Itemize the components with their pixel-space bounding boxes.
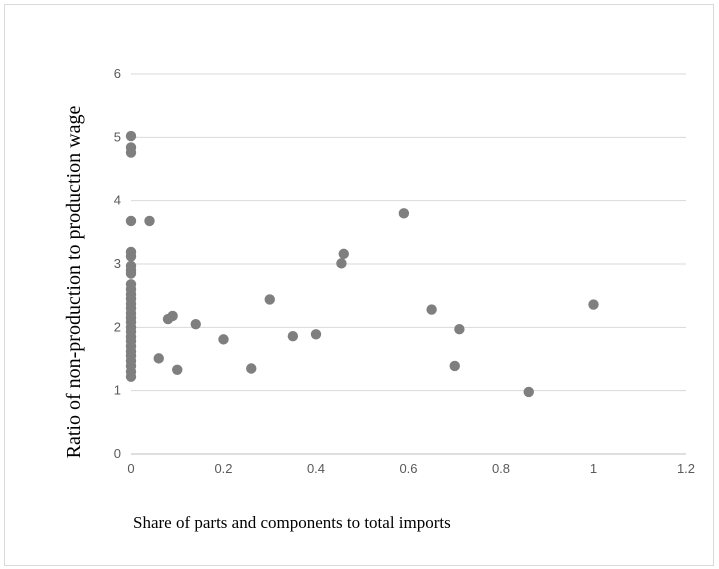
data-point [153,353,164,364]
data-point [125,268,137,279]
y-tick-label: 4 [114,193,121,208]
data-point [523,386,534,398]
x-tick-label: 0.2 [214,461,232,476]
x-tick-label: 1 [590,461,597,476]
x-axis-title: Share of parts and components to total i… [133,513,451,532]
y-tick-label: 0 [114,446,121,461]
data-point [338,248,349,260]
data-point [172,364,183,375]
data-point [588,299,599,310]
y-axis-title: Ratio of non-production to production wa… [63,106,85,459]
data-point [310,329,322,340]
data-point [125,130,137,142]
data-point [449,360,460,372]
y-tick-label: 1 [114,383,121,398]
data-point [190,318,201,330]
y-tick-label: 6 [114,66,121,81]
y-tick-label: 2 [114,319,121,334]
data-point [218,334,229,345]
data-point [398,208,410,219]
data-point [144,215,155,227]
y-tick-label: 5 [114,129,121,144]
gridlines [131,73,686,455]
data-point [246,363,257,374]
data-point [125,147,137,158]
data-point [125,215,137,227]
data-point [426,304,437,315]
x-tick-label: 0 [127,461,134,476]
x-tick-labels: 0 0.2 0.4 0.6 0.8 1 1.2 [127,461,695,476]
y-tick-labels: 0 1 2 3 4 5 6 [114,66,121,461]
data-point [125,371,137,382]
x-tick-label: 0.4 [307,461,325,476]
x-tick-label: 0.8 [492,461,510,476]
data-point [287,331,299,342]
y-tick-label: 3 [114,256,121,271]
x-tick-label: 0.6 [399,461,417,476]
data-point [167,310,178,322]
data-point [264,294,275,305]
data-point [454,324,465,335]
data-points [125,130,599,398]
x-tick-label: 1.2 [677,461,695,476]
data-point [336,258,347,269]
chart-frame [4,4,714,566]
data-point [125,251,137,262]
